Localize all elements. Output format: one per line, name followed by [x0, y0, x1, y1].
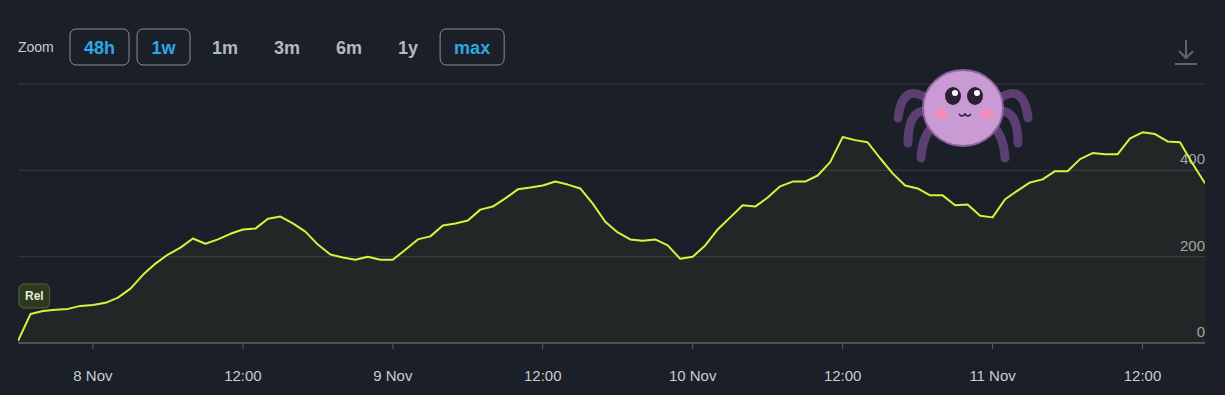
line-area	[18, 132, 1205, 343]
plot-frame-top	[18, 84, 1205, 85]
x-tick	[842, 343, 843, 349]
spider-eye-shine	[974, 90, 980, 96]
zoom-button[interactable]: 1m	[212, 38, 238, 58]
zoom-button[interactable]: 48h	[84, 38, 115, 58]
x-tick	[692, 343, 693, 349]
line-series	[18, 132, 1205, 340]
x-tick-label: 9 Nov	[373, 367, 413, 384]
download-icon[interactable]	[1175, 40, 1197, 64]
download-glyph	[1175, 40, 1197, 64]
x-tick	[542, 343, 543, 349]
annotation-badge	[19, 284, 50, 308]
spider-body	[923, 70, 1003, 146]
zoom-button-frame[interactable]	[70, 29, 129, 65]
spider-cheek	[934, 109, 948, 119]
x-tick	[992, 343, 993, 349]
x-tick-label: 12:00	[1124, 367, 1162, 384]
zoom-button-frame[interactable]	[440, 29, 504, 65]
spider-mouth	[959, 114, 971, 116]
background	[0, 0, 1225, 395]
grid-line	[18, 170, 1205, 171]
zoom-button[interactable]: 1w	[152, 38, 177, 58]
x-tick	[1142, 343, 1143, 349]
zoom-button[interactable]: 6m	[336, 38, 362, 58]
x-tick	[242, 343, 243, 349]
x-tick-label: 12:00	[524, 367, 562, 384]
spider-cheek	[980, 109, 994, 119]
x-tick-label: 8 Nov	[73, 367, 113, 384]
x-tick	[92, 343, 93, 349]
annotation-label: Rel	[25, 289, 44, 303]
zoom-button-frame[interactable]	[137, 29, 190, 65]
plot-area	[18, 132, 1205, 343]
x-tick-label: 12:00	[224, 367, 262, 384]
chart: Zoom48h1w1m3m6m1ymax02004008 Nov12:009 N…	[0, 0, 1225, 395]
x-tick	[392, 343, 393, 349]
spider-mascot	[898, 70, 1028, 158]
zoom-button[interactable]: 1y	[398, 38, 418, 58]
spider-eye	[967, 87, 983, 105]
x-tick-label: 11 Nov	[969, 367, 1016, 384]
x-tick-label: 12:00	[824, 367, 862, 384]
spider-eye	[945, 87, 961, 105]
zoom-label: Zoom	[18, 39, 54, 55]
zoom-button[interactable]: max	[454, 38, 490, 58]
zoom-button[interactable]: 3m	[274, 38, 300, 58]
x-tick-label: 10 Nov	[669, 367, 717, 384]
spider-eye-shine	[952, 90, 958, 96]
